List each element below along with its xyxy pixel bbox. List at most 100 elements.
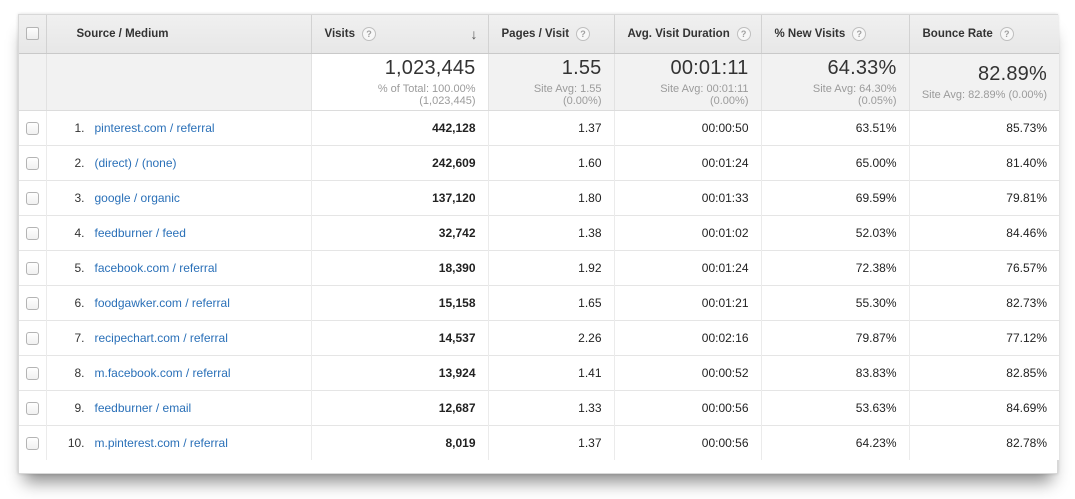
- row-checkbox-cell: [19, 284, 47, 320]
- row-checkbox[interactable]: [25, 191, 39, 205]
- help-icon[interactable]: ?: [736, 26, 751, 41]
- pages-per-visit-value: 1.80: [488, 179, 615, 215]
- pages-per-visit-value: 1.92: [488, 249, 615, 285]
- row-rank: 4.: [74, 225, 85, 240]
- avg-visit-duration: 00:01:11: [670, 56, 749, 79]
- pages-per-visit-value: 1.65: [488, 284, 615, 320]
- source-medium-link[interactable]: m.pinterest.com / referral: [94, 435, 228, 450]
- visits-value: 8,019: [311, 424, 489, 460]
- new-visits-value: 65.00%: [761, 144, 910, 180]
- source-medium-cell: 9. feedburner / email: [46, 389, 312, 425]
- avg-pages-visit: 1.55: [561, 56, 602, 79]
- table-row: 1. pinterest.com / referral 442,128 1.37 …: [19, 109, 1059, 145]
- new-visits-value: 55.30%: [761, 284, 910, 320]
- table-row: 5. facebook.com / referral 18,390 1.92 00…: [19, 249, 1059, 285]
- row-checkbox[interactable]: [25, 226, 39, 240]
- new-visits-value: 72.38%: [761, 249, 910, 285]
- pages-per-visit-value: 1.41: [488, 354, 615, 390]
- avg-visit-duration-value: 00:01:24: [614, 249, 762, 285]
- bounce-rate-value: 81.40%: [909, 144, 1059, 180]
- new-visits-value: 53.63%: [761, 389, 910, 425]
- source-medium-link[interactable]: recipechart.com / referral: [94, 330, 228, 345]
- summary-pages-visit: 1.55 Site Avg: 1.55 (0.00%): [488, 53, 615, 111]
- new-visits-value: 83.83%: [761, 354, 910, 390]
- row-checkbox-cell: [19, 389, 47, 425]
- bounce-rate-value: 84.46%: [909, 214, 1059, 250]
- table-row: 9. feedburner / email 12,687 1.33 00:00:5…: [19, 389, 1059, 425]
- bounce-rate-value: 77.12%: [909, 319, 1059, 355]
- avg-pages-visit-note: Site Avg: 1.55 (0.00%): [533, 82, 602, 107]
- source-medium-link[interactable]: google / organic: [94, 190, 180, 205]
- row-checkbox[interactable]: [25, 436, 39, 450]
- row-rank: 2.: [74, 155, 85, 170]
- sort-descending-icon[interactable]: ↓: [470, 25, 478, 42]
- visits-value: 242,609: [311, 144, 489, 180]
- avg-visit-duration-value: 00:01:33: [614, 179, 762, 215]
- source-medium-link[interactable]: (direct) / (none): [94, 155, 177, 170]
- new-visits-value: 64.23%: [761, 424, 910, 460]
- summary-bounce-rate: 82.89% Site Avg: 82.89% (0.00%): [909, 53, 1059, 111]
- bounce-rate-value: 84.69%: [909, 389, 1059, 425]
- column-header-new-visits[interactable]: % New Visits ?: [761, 15, 910, 54]
- source-medium-cell: 3. google / organic: [46, 179, 312, 215]
- table-row: 8. m.facebook.com / referral 13,924 1.41 …: [19, 354, 1059, 390]
- row-checkbox-cell: [19, 354, 47, 390]
- column-header-avg-visit-duration[interactable]: Avg. Visit Duration ?: [614, 15, 762, 54]
- source-medium-link[interactable]: foodgawker.com / referral: [94, 295, 230, 310]
- column-header-bounce-rate[interactable]: Bounce Rate ?: [909, 15, 1059, 54]
- avg-visit-duration-value: 00:01:24: [614, 144, 762, 180]
- avg-bounce-rate-note: Site Avg: 82.89% (0.00%): [921, 88, 1047, 101]
- row-rank: 9.: [74, 400, 85, 415]
- row-checkbox[interactable]: [25, 121, 39, 135]
- pages-per-visit-value: 1.37: [488, 109, 615, 145]
- row-checkbox[interactable]: [25, 296, 39, 310]
- row-rank: 6.: [74, 295, 85, 310]
- source-medium-link[interactable]: m.facebook.com / referral: [94, 365, 231, 380]
- column-header-visits[interactable]: Visits ? ↓: [311, 15, 489, 54]
- table-row: 2. (direct) / (none) 242,609 1.60 00:01:2…: [19, 144, 1059, 180]
- total-visits: 1,023,445: [384, 56, 476, 79]
- visits-value: 32,742: [311, 214, 489, 250]
- summary-new-visits: 64.33% Site Avg: 64.30% (0.05%): [761, 53, 910, 111]
- row-checkbox[interactable]: [25, 366, 39, 380]
- row-rank: 1.: [74, 120, 85, 135]
- source-medium-cell: 5. facebook.com / referral: [46, 249, 312, 285]
- source-medium-cell: 4. feedburner / feed: [46, 214, 312, 250]
- table-row: 10. m.pinterest.com / referral 8,019 1.37…: [19, 424, 1059, 460]
- new-visits-value: 79.87%: [761, 319, 910, 355]
- row-checkbox-cell: [19, 144, 47, 180]
- row-checkbox[interactable]: [25, 156, 39, 170]
- source-medium-link[interactable]: pinterest.com / referral: [94, 120, 215, 135]
- column-header-source-medium[interactable]: Source / Medium: [46, 15, 312, 54]
- select-all-checkbox[interactable]: [25, 27, 39, 41]
- help-icon[interactable]: ?: [852, 26, 867, 41]
- pages-per-visit-value: 1.60: [488, 144, 615, 180]
- row-checkbox-cell: [19, 109, 47, 145]
- source-medium-table: Source / Medium Visits ? ↓ Pages / Visit…: [19, 15, 1059, 460]
- avg-visit-duration-value: 00:00:52: [614, 354, 762, 390]
- row-rank: 5.: [74, 260, 85, 275]
- table-body: 1. pinterest.com / referral 442,128 1.37 …: [19, 109, 1059, 460]
- avg-visit-duration-value: 00:02:16: [614, 319, 762, 355]
- avg-visit-duration-note: Site Avg: 00:01:11 (0.00%): [660, 82, 749, 107]
- source-medium-link[interactable]: feedburner / feed: [94, 225, 186, 240]
- source-medium-link[interactable]: feedburner / email: [94, 400, 192, 415]
- column-label: % New Visits: [774, 27, 846, 40]
- table-row: 3. google / organic 137,120 1.80 00:01:33…: [19, 179, 1059, 215]
- table-row: 6. foodgawker.com / referral 15,158 1.65 …: [19, 284, 1059, 320]
- analytics-report-table: Source / Medium Visits ? ↓ Pages / Visit…: [18, 14, 1059, 474]
- help-icon[interactable]: ?: [361, 26, 376, 41]
- avg-visit-duration-value: 00:00:56: [614, 424, 762, 460]
- summary-row: 1,023,445 % of Total: 100.00% (1,023,445…: [19, 53, 1059, 111]
- help-icon[interactable]: ?: [999, 26, 1014, 41]
- column-header-pages-visit[interactable]: Pages / Visit ?: [488, 15, 615, 54]
- avg-visit-duration-value: 00:00:56: [614, 389, 762, 425]
- pages-per-visit-value: 1.38: [488, 214, 615, 250]
- visits-value: 442,128: [311, 109, 489, 145]
- help-icon[interactable]: ?: [576, 26, 591, 41]
- row-checkbox[interactable]: [25, 401, 39, 415]
- row-checkbox[interactable]: [25, 261, 39, 275]
- source-medium-link[interactable]: facebook.com / referral: [94, 260, 218, 275]
- source-medium-cell: 1. pinterest.com / referral: [46, 109, 312, 145]
- row-checkbox[interactable]: [25, 331, 39, 345]
